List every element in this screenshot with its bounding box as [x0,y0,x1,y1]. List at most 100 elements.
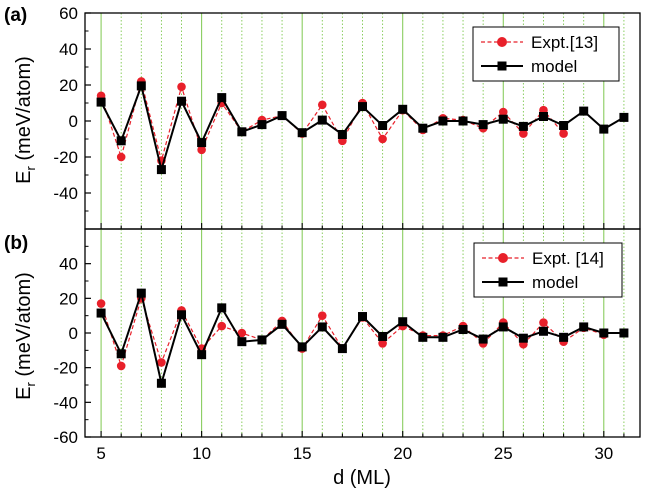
model-point [297,128,307,138]
expt-point [317,311,327,320]
model-point [116,136,126,146]
x-tick-label: 30 [594,444,613,463]
model-point [579,106,589,116]
legend-label: model [532,273,578,292]
model-point [418,332,428,342]
model-point [559,332,569,342]
model-point [217,93,227,103]
model-point [197,350,207,360]
model-point [518,121,528,131]
legend-label: Expt. [14] [532,249,604,268]
expt-point [559,129,568,138]
y-axis-title-sub: r [23,166,38,171]
y-tick-label: 0 [69,112,78,131]
expt-point [237,328,247,338]
model-point [237,337,247,347]
legend-marker [498,253,508,263]
y-tick-label: -20 [53,148,78,167]
expt-point [96,299,106,308]
x-tick-label: 20 [393,444,412,463]
model-point [337,344,347,354]
model-point [116,349,126,359]
panel-a: -40 -20 0 20 40 60 (a) Expt.[13] model Er (meV/at… [4,4,641,230]
model-point [538,112,548,121]
model-point [418,123,428,133]
model-point [398,317,408,327]
expt-point [197,145,206,155]
expt-point [157,358,166,367]
legend-label: model [531,57,577,76]
expt-point [519,129,528,138]
model-point [257,335,267,345]
model-point [257,120,267,130]
panel-label: (a) [4,5,27,26]
model-point [438,332,448,342]
model-point [378,331,388,341]
model-point [96,97,106,107]
expt-point [498,107,508,117]
model-point [156,165,166,175]
legend-marker [497,37,507,47]
y-axis-title-main: E [13,171,35,184]
model-point [559,121,569,130]
model-point [518,333,528,343]
expt-point [378,134,387,144]
model-point [398,104,408,114]
legend-label: Expt.[13] [531,33,598,52]
y-axis-title: Er (meV/atom) [13,272,38,400]
model-point [498,322,508,332]
y-axis-title-units: (meV/atom) [13,272,35,382]
model-point [579,322,589,332]
x-tick-label: 25 [494,444,513,463]
model-point [337,130,347,139]
model-point [136,81,146,91]
x-tick-label: 10 [192,444,211,463]
expt-point [116,152,126,162]
model-point [458,325,468,335]
model-point [478,334,488,344]
y-axis-title-units: (meV/atom) [13,56,35,166]
legend-marker [497,61,507,71]
model-point [297,342,307,352]
y-tick-label: -20 [53,359,78,378]
model-point [156,378,166,388]
y-tick-label: -40 [53,184,78,203]
model-point [317,322,327,332]
expt-point [217,321,227,331]
model-point [177,96,187,106]
model-point [538,326,548,336]
panel-label: (b) [4,233,28,254]
y-tick-label: -60 [53,428,78,447]
model-point [438,116,448,126]
model-point [237,127,247,137]
x-tick-label: 5 [96,444,105,463]
expt-point [177,82,186,92]
y-tick-label: 20 [59,289,78,308]
y-tick-label: 20 [59,76,78,95]
model-point [498,114,508,124]
model-point [619,112,629,122]
y-axis-title-main: E [13,387,35,400]
model-point [277,111,287,121]
panel-b: -60 -40 -20 0 20 40 5 10 15 20 25 30 (b) Expt. [14] mo… [4,228,641,463]
y-tick-label: -40 [53,393,78,412]
y-tick-label: 40 [59,255,78,274]
model-point [277,319,287,329]
model-point [136,288,146,298]
model-point [358,312,367,322]
y-tick-label: 40 [59,40,78,59]
y-axis-title: Er (meV/atom) [13,56,38,184]
y-axis-title-sub: r [23,382,38,387]
legend-marker [498,277,508,287]
expt-point [378,339,387,348]
x-axis-title: d (ML) [333,467,391,489]
y-tick-label: 0 [69,324,78,343]
model-point [478,120,488,130]
x-tick-label: 15 [293,444,312,463]
legend-box [472,26,620,82]
model-point [197,138,207,148]
model-point [177,310,187,320]
model-point [599,328,609,338]
model-point [619,328,629,338]
